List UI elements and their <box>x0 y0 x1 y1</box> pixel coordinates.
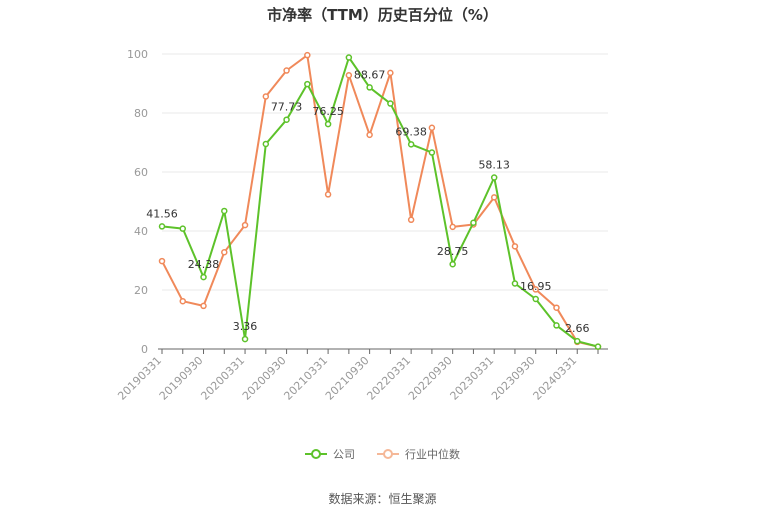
data-label: 28.75 <box>437 245 469 258</box>
y-tick-label: 60 <box>134 166 148 179</box>
chart-title: 市净率（TTM）历史百分位（%） <box>267 6 498 24</box>
x-tick-label: 20240331 <box>531 354 580 403</box>
line-chart: 0 20 40 60 80 100 2019033120190930202003312020… <box>115 48 608 403</box>
data-label: 76.25 <box>312 105 344 118</box>
data-point-industry <box>304 51 311 59</box>
y-tick-label: 0 <box>141 343 148 356</box>
data-point-company <box>470 219 477 226</box>
data-point-company <box>366 84 373 91</box>
y-tick-label: 40 <box>134 225 148 238</box>
data-point-company <box>345 54 353 61</box>
data-point-industry <box>428 124 436 131</box>
data-point-company <box>449 260 456 268</box>
data-point-industry <box>407 216 415 224</box>
source-note: 数据来源：恒生聚源 <box>328 492 437 506</box>
data-point-company <box>428 149 436 156</box>
x-tick-label: 20230331 <box>448 354 497 403</box>
x-tick-label: 20210930 <box>323 354 372 403</box>
y-tick-label: 100 <box>127 48 148 61</box>
data-point-company <box>158 223 166 230</box>
data-label: 16.95 <box>520 280 552 293</box>
y-tick-label: 20 <box>134 284 148 297</box>
data-point-company <box>532 295 539 303</box>
data-point-company <box>262 140 270 148</box>
data-point-industry <box>345 71 353 79</box>
legend-label-company: 公司 <box>333 448 355 461</box>
data-point-industry <box>511 243 519 250</box>
data-point-industry <box>490 194 498 201</box>
data-point-industry <box>553 304 560 311</box>
data-point-company <box>407 141 415 148</box>
legend-swatch-industry-icon <box>377 448 399 460</box>
legend-item-industry[interactable]: 行业中位数 <box>377 446 460 462</box>
data-label: 77.73 <box>271 101 303 114</box>
data-label: 58.13 <box>478 159 510 172</box>
chart-legend: 公司 行业中位数 <box>0 446 765 462</box>
data-point-company <box>241 335 249 343</box>
x-tick-label: 20220930 <box>406 354 455 403</box>
x-tick-label: 20200930 <box>240 354 289 403</box>
series-line-company <box>161 56 599 348</box>
data-label: 2.66 <box>565 322 590 335</box>
y-tick-label: 80 <box>134 107 148 120</box>
data-point-industry <box>200 302 207 310</box>
x-tick-label: 20190930 <box>157 354 206 403</box>
data-point-company <box>283 116 290 123</box>
data-point-company <box>304 80 311 88</box>
data-point-company <box>553 322 560 329</box>
data-point-industry <box>324 191 332 198</box>
data-label: 69.38 <box>395 125 427 138</box>
data-point-industry <box>387 69 394 77</box>
x-tick-label: 20220331 <box>364 354 413 403</box>
data-point-company <box>200 273 207 281</box>
data-point-company <box>511 280 519 287</box>
x-tick-label: 20190331 <box>115 354 164 403</box>
data-point-industry <box>158 257 166 265</box>
legend-label-industry: 行业中位数 <box>405 448 460 461</box>
data-point-company <box>490 174 498 181</box>
x-tick-label: 20200331 <box>198 354 247 403</box>
data-point-industry <box>283 67 290 74</box>
data-point-company <box>573 337 581 345</box>
data-point-company <box>179 225 187 232</box>
x-tick-label: 20210331 <box>281 354 330 403</box>
data-point-industry <box>179 297 187 305</box>
data-point-company <box>324 120 332 128</box>
legend-swatch-company-icon <box>305 448 327 460</box>
data-label: 88.67 <box>354 68 386 81</box>
data-label: 3.36 <box>233 320 258 333</box>
legend-item-company[interactable]: 公司 <box>305 446 355 462</box>
data-label: 41.56 <box>146 207 178 220</box>
x-tick-label: 20230930 <box>489 354 538 403</box>
data-point-industry <box>241 221 249 229</box>
data-point-industry <box>532 286 539 293</box>
series-line-industry <box>161 54 599 348</box>
data-point-company <box>387 100 394 107</box>
data-point-industry <box>262 93 270 100</box>
data-point-company <box>221 207 228 215</box>
data-label: 24.38 <box>188 258 220 271</box>
data-point-industry <box>449 223 456 231</box>
data-point-industry <box>366 131 373 139</box>
data-point-industry <box>221 248 228 256</box>
data-point-company <box>594 343 602 350</box>
